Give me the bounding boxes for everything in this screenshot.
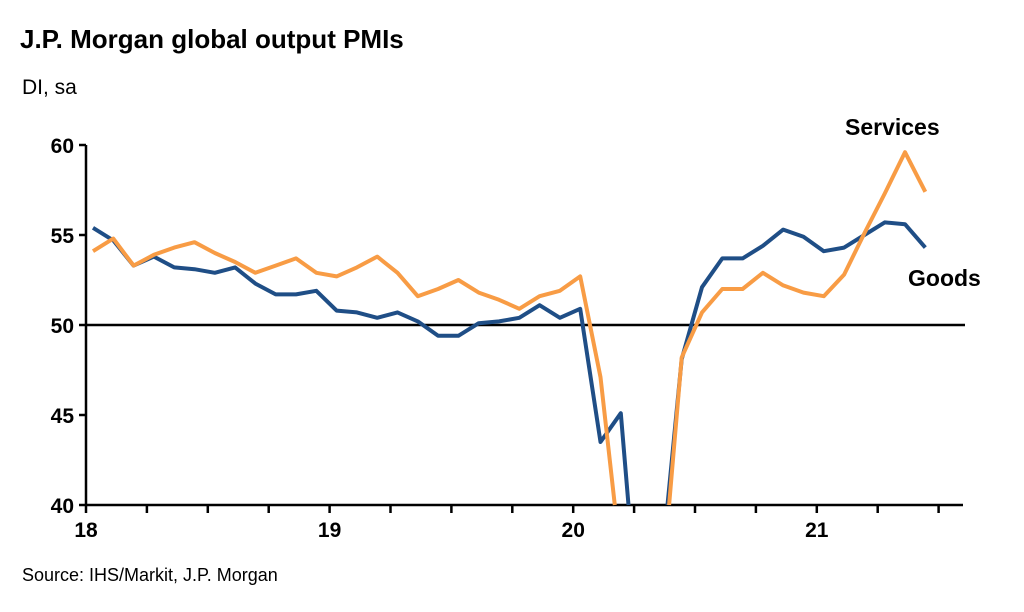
y-axis-unit: DI, sa xyxy=(22,76,77,99)
series-label-goods: Goods xyxy=(908,265,981,291)
series-line-goods xyxy=(91,226,631,506)
y-tick-label: 60 xyxy=(51,135,74,158)
series-label-services: Services xyxy=(845,114,940,140)
y-tick-label: 40 xyxy=(51,495,74,518)
y-tick-label: 50 xyxy=(51,315,74,338)
series-line-services xyxy=(667,150,928,506)
y-tick-label: 45 xyxy=(51,405,75,428)
x-tick-label: 18 xyxy=(74,519,98,542)
chart-title: J.P. Morgan global output PMIs xyxy=(20,24,404,54)
y-tick-label: 55 xyxy=(51,225,75,248)
x-tick-label: 19 xyxy=(318,519,341,542)
x-tick-label: 20 xyxy=(562,519,585,542)
series-line-services xyxy=(91,236,617,506)
series-line-goods xyxy=(665,220,927,506)
source-note: Source: IHS/Markit, J.P. Morgan xyxy=(22,565,278,585)
x-tick-label: 21 xyxy=(805,519,829,542)
